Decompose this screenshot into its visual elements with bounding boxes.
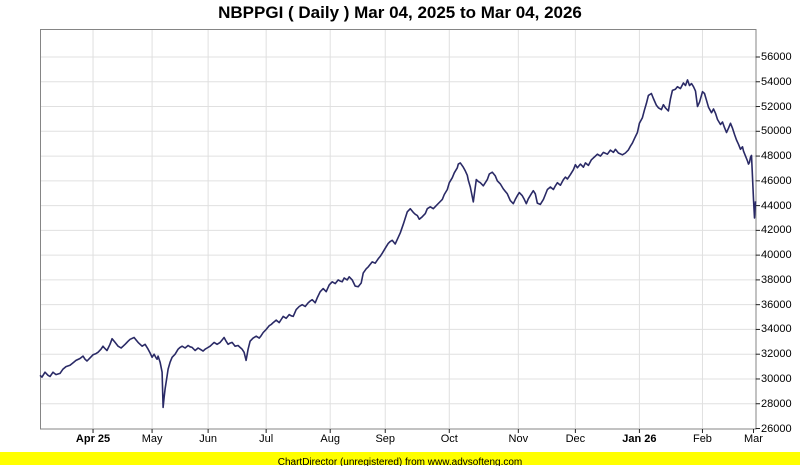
x-axis-label: Jul bbox=[259, 433, 274, 445]
x-axis-label: Jun bbox=[199, 433, 217, 445]
y-axis-label: 40000 bbox=[761, 249, 792, 262]
y-axis-label: 52000 bbox=[761, 100, 792, 113]
x-axis-label: Jan 26 bbox=[622, 433, 657, 445]
y-axis-label: 54000 bbox=[761, 75, 792, 88]
x-axis-label: Apr 25 bbox=[75, 433, 111, 445]
y-axis-label: 28000 bbox=[761, 397, 792, 410]
chart-title: NBPPGI ( Daily ) Mar 04, 2025 to Mar 04,… bbox=[218, 3, 582, 22]
x-axis-label: Oct bbox=[440, 433, 458, 445]
x-axis-label: Feb bbox=[692, 433, 712, 445]
y-axis-label: 56000 bbox=[761, 51, 792, 63]
y-axis-label: 42000 bbox=[761, 224, 792, 237]
price-line bbox=[39, 79, 757, 409]
axis-ticks bbox=[92, 56, 760, 433]
y-axis-label: 46000 bbox=[761, 174, 792, 187]
x-axis-label: Sep bbox=[375, 433, 396, 445]
y-axis-label: 32000 bbox=[761, 348, 792, 361]
x-axis-label: Aug bbox=[320, 433, 340, 445]
footer-banner: ChartDirector (unregistered) from www.ad… bbox=[0, 452, 800, 466]
plot-frame bbox=[40, 29, 757, 430]
x-axis-label: Dec bbox=[565, 433, 586, 445]
vertical-gridlines bbox=[92, 30, 703, 428]
y-axis-label: 34000 bbox=[761, 323, 792, 336]
y-axis-label: 26000 bbox=[761, 422, 792, 435]
horizontal-gridlines bbox=[41, 56, 755, 405]
footer-text: ChartDirector (unregistered) from www.ad… bbox=[277, 457, 523, 466]
y-axis-label: 50000 bbox=[761, 125, 792, 138]
y-axis-label: 44000 bbox=[761, 199, 792, 212]
y-axis-label: 38000 bbox=[761, 273, 792, 286]
x-axis-label: May bbox=[141, 433, 163, 445]
y-axis-label: 36000 bbox=[761, 298, 792, 311]
y-axis-label: 48000 bbox=[761, 150, 792, 163]
y-axis-label: 30000 bbox=[761, 372, 792, 385]
x-axis-label: Mar bbox=[744, 433, 763, 445]
x-axis-label: Nov bbox=[508, 433, 529, 445]
